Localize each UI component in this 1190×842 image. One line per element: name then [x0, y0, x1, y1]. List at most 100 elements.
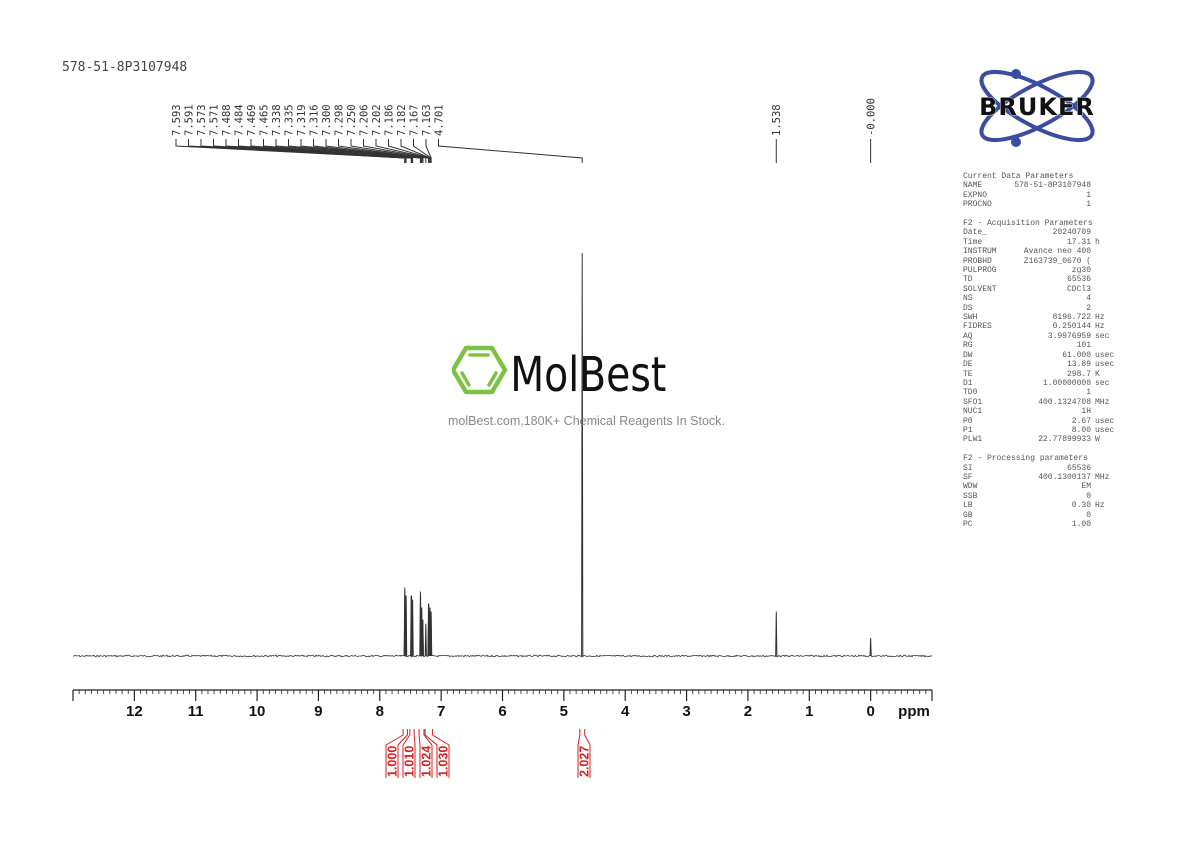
peak-label: 7.250: [346, 104, 358, 136]
x-axis-label: ppm: [898, 703, 930, 720]
parameter-name: NAME: [963, 181, 983, 191]
parameter-value: 2: [1086, 303, 1091, 313]
parameter-row: LB 0.30 Hz: [963, 501, 1114, 510]
peak-label: 7.163: [421, 104, 433, 136]
parameter-name: GB: [963, 510, 973, 520]
parameter-name: LB: [963, 501, 973, 511]
peak-label: 7.300: [321, 104, 333, 136]
parameter-name: SWH: [963, 313, 978, 323]
peak-label: 7.338: [271, 104, 283, 136]
peak-label: 7.167: [408, 104, 420, 136]
sample-name: 578-51-8P3107948: [62, 60, 188, 75]
parameter-name: PLW1: [963, 435, 983, 445]
parameter-unit: [1091, 285, 1095, 294]
parameter-value: 0: [1086, 491, 1091, 501]
peak: [411, 599, 414, 657]
peak-label: 7.469: [246, 104, 258, 136]
parameter-unit: Hz: [1095, 313, 1105, 323]
peak: [424, 623, 427, 657]
parameter-name: P0: [963, 416, 973, 426]
peak-label: 7.182: [396, 104, 408, 136]
parameter-value: 65536: [1066, 463, 1091, 473]
bruker-wordmark: BRUKER: [979, 93, 1095, 121]
parameter-value: 400.1300137: [1038, 472, 1091, 482]
parameter-name: TD0: [963, 388, 978, 398]
parameter-row: Date_ 20240709: [963, 228, 1114, 237]
parameter-row: NUC1 1H: [963, 407, 1114, 416]
integral-value: 1.024: [420, 746, 434, 777]
parameter-row: SI 65536: [963, 464, 1114, 473]
tick-label: 10: [249, 703, 266, 720]
tick-label: 4: [621, 703, 630, 720]
parameter-row: NS 4: [963, 294, 1114, 303]
parameter-row: SOLVENT CDCl3: [963, 285, 1114, 294]
parameter-section-title: F2 - Acquisition Parameters: [963, 219, 1093, 229]
parameter-name: SFO1: [963, 397, 983, 407]
peak-label: 7.319: [296, 104, 308, 136]
integral-value: 1.010: [403, 746, 417, 777]
peak-label-leader: [388, 139, 431, 163]
parameter-row: TE 298.7 K: [963, 370, 1114, 379]
parameter-unit: [1091, 341, 1095, 350]
tick-label: 1: [805, 703, 813, 720]
parameter-row: PROBHD Z163739_0670 (: [963, 257, 1114, 266]
parameter-row: P0 2.67 usec: [963, 417, 1114, 426]
peak-label-leader: [313, 139, 423, 163]
parameter-row: D1 1.00000000 sec: [963, 379, 1114, 388]
parameter-name: TE: [963, 369, 973, 379]
parameter-unit: [1091, 520, 1095, 529]
integral-bracket: [402, 729, 416, 778]
peak-label-leader: [350, 139, 427, 163]
parameter-value: 0.30: [1071, 501, 1091, 511]
parameter-name: Time: [963, 237, 983, 247]
integrals: 1.000 1.010 1.024 1.030 2.027: [385, 729, 592, 778]
parameter-section: Current Data Parameters NAME 578-51-8P3107…: [963, 172, 1114, 210]
parameter-unit: MHz: [1095, 397, 1110, 407]
peak-label-leader: [213, 139, 407, 163]
parameter-name: FIDRES: [963, 322, 992, 332]
parameter-unit: [1091, 275, 1095, 284]
peak: [430, 611, 433, 657]
peak-label: 7.335: [283, 104, 295, 136]
parameter-value: 22.77899933: [1038, 435, 1091, 445]
parameter-value: zg30: [1071, 266, 1091, 276]
parameter-row: TD 65536: [963, 275, 1114, 284]
peak-label: 7.465: [258, 104, 270, 136]
parameter-row: FIDRES 0.250144 Hz: [963, 322, 1114, 331]
peak-label-leader: [288, 139, 422, 163]
peak: [775, 611, 778, 657]
parameter-value: CDCl3: [1066, 284, 1091, 294]
peak-label: 4.701: [433, 104, 445, 136]
peak-label: 7.573: [196, 104, 208, 136]
parameter-name: EXPNO: [963, 190, 988, 200]
parameter-value: Avance neo 400: [1023, 247, 1091, 257]
parameter-row: P1 8.00 usec: [963, 426, 1114, 435]
parameter-unit: K: [1095, 369, 1100, 379]
parameter-row: PULPROG zg30: [963, 266, 1114, 275]
parameter-value: 61.000: [1062, 350, 1091, 360]
tick-label: 2: [744, 703, 752, 720]
parameter-value: 20240709: [1052, 228, 1091, 238]
parameter-unit: [1091, 294, 1095, 303]
peak-label: 7.206: [358, 104, 370, 136]
parameter-value: 0: [1086, 510, 1091, 520]
x-axis: 12 11 10 9 8 7 6 5 4 3 2 1 0 ppm: [72, 689, 933, 720]
parameter-name: SF: [963, 472, 973, 482]
parameter-name: PROCNO: [963, 200, 992, 210]
parameter-value: 578-51-8P3107948: [1014, 181, 1091, 191]
parameter-value: 4: [1086, 294, 1091, 304]
parameter-unit: sec: [1095, 378, 1110, 388]
peak-label-leader: [425, 139, 432, 163]
parameter-name: Date_: [963, 228, 988, 238]
parameter-value: 101: [1076, 341, 1091, 351]
parameter-value: 2.67: [1071, 416, 1091, 426]
parameter-name: PC: [963, 520, 973, 529]
parameter-value: 1H: [1081, 407, 1091, 417]
parameter-name: DS: [963, 303, 973, 313]
peak-label-leader: [400, 139, 431, 163]
parameter-unit: [1091, 464, 1095, 473]
parameter-unit: Hz: [1095, 501, 1105, 511]
peak-label: 7.484: [233, 104, 245, 136]
peak-label: 1.538: [771, 104, 783, 136]
